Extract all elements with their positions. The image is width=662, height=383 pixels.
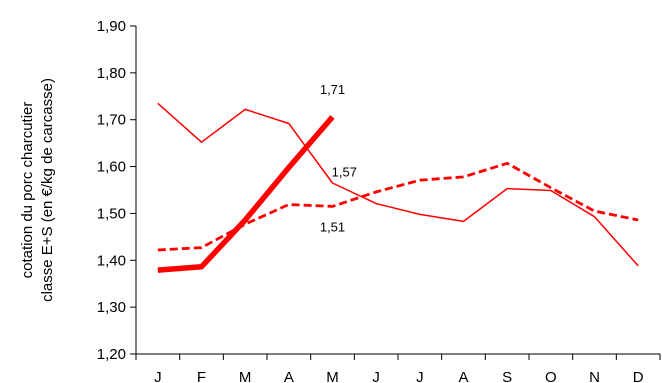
series-line-thin-solid [157,102,639,267]
x-tick-label: D [633,369,644,383]
x-tick-label: A [458,369,468,383]
y-tick-label: 1,40 [97,252,126,269]
y-axis-title-line-2: classe E+S (en €/kg de carcasse) [39,78,56,302]
x-tick-label: M [326,369,339,383]
x-tick-label: J [416,369,424,383]
series-line-thick-solid [157,115,335,273]
y-tick-label: 1,60 [97,159,126,176]
y-axis-title-line-1: cotation du porc charcutier [19,102,36,279]
data-annotations: 1,71 1,57 1,51 [320,82,357,235]
x-tick-label: A [284,369,294,383]
y-tick-label: 1,90 [97,18,126,35]
data-label: 1,57 [332,164,357,179]
y-tick-label: 1,80 [97,65,126,82]
x-tick-label: M [239,369,252,383]
x-tick-label: N [589,369,600,383]
x-tick-label: S [502,369,512,383]
x-tick-label: J [154,369,162,383]
y-tick-label: 1,50 [97,205,126,222]
y-tick-label: 1,70 [97,112,126,129]
x-tick-label: F [197,369,206,383]
series-lines [157,102,639,273]
data-label: 1,51 [320,220,345,235]
x-tick-label: J [372,369,380,383]
data-label: 1,71 [320,82,345,97]
y-tick-label: 1,30 [97,299,126,316]
y-tick-label: 1,20 [97,346,126,363]
y-axis-title: cotation du porc charcutier classe E+S (… [19,78,56,302]
y-ticks: 1,20 1,30 1,40 1,50 1,60 1,70 1,80 1,90 [97,18,136,363]
x-tick-label: O [545,369,557,383]
